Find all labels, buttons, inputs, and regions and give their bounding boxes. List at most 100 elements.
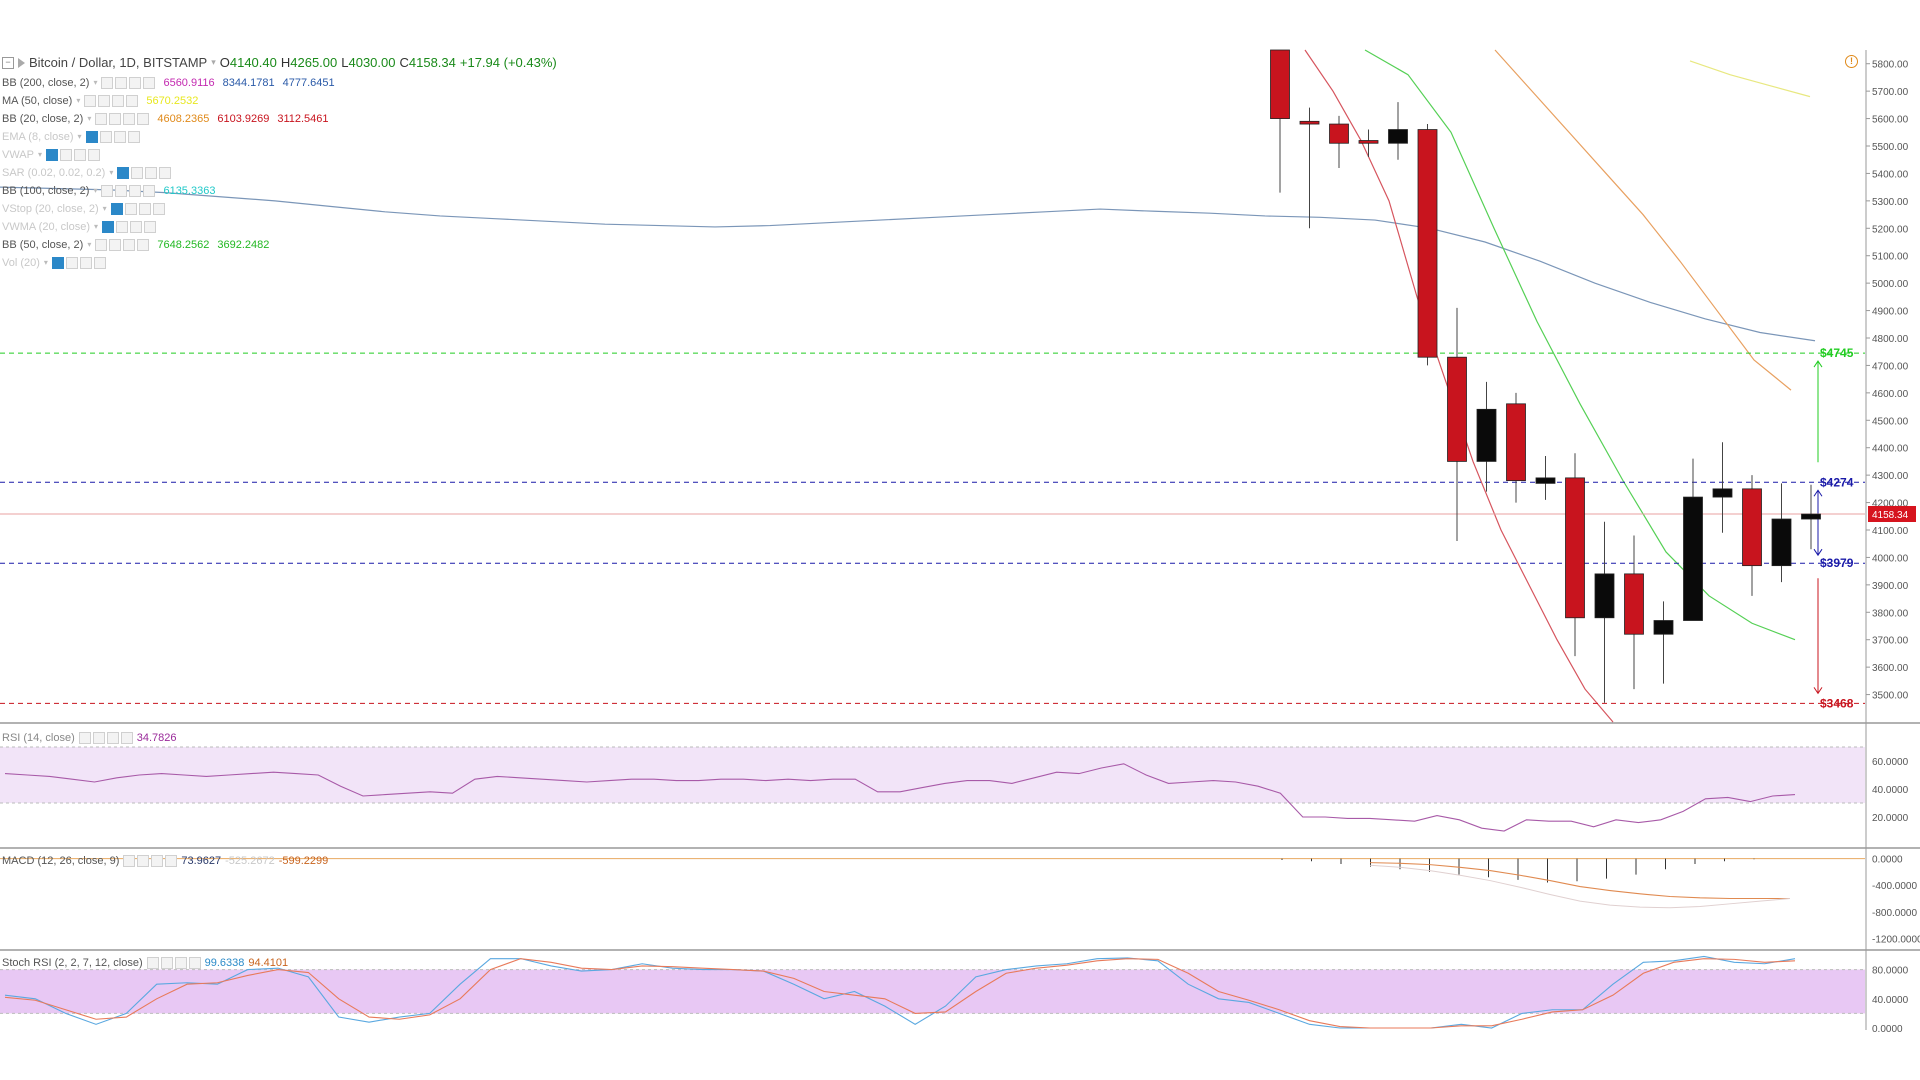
indicator-name[interactable]: BB (200, close, 2) <box>2 77 90 89</box>
indicator-row[interactable]: BB (200, close, 2) ▾ 6560.9116 8344.1781 477… <box>2 75 335 91</box>
indicator-controls[interactable] <box>95 239 150 251</box>
indicator-name[interactable]: SAR (0.02, 0.02, 0.2) <box>2 167 106 179</box>
indicator-name[interactable]: BB (20, close, 2) <box>2 113 84 125</box>
indicator-controls[interactable] <box>102 221 157 233</box>
settings-icon[interactable] <box>115 77 128 89</box>
settings-icon[interactable] <box>98 95 111 107</box>
chevron-down-icon[interactable]: ▾ <box>87 114 92 123</box>
eye-icon[interactable] <box>101 185 114 197</box>
indicator-row[interactable]: SAR (0.02, 0.02, 0.2) ▾ <box>2 165 172 181</box>
stoch-name[interactable]: Stoch RSI (2, 2, 7, 12, close) <box>2 957 143 969</box>
settings-icon[interactable] <box>109 113 122 125</box>
indicator-controls[interactable] <box>110 203 165 215</box>
eye-icon[interactable] <box>84 95 97 107</box>
settings-icon[interactable] <box>79 257 92 269</box>
settings-icon[interactable] <box>115 185 128 197</box>
close-icon[interactable] <box>88 149 101 161</box>
collapse-icon[interactable]: − <box>2 56 14 69</box>
rsi-name[interactable]: RSI (14, close) <box>2 732 75 744</box>
settings-icon[interactable] <box>116 221 129 233</box>
chevron-down-icon[interactable]: ▾ <box>211 57 216 67</box>
eye-icon[interactable] <box>110 203 123 215</box>
settings-icon[interactable] <box>129 185 142 197</box>
eye-icon[interactable] <box>51 257 64 269</box>
settings-icon[interactable] <box>130 221 143 233</box>
settings-icon[interactable] <box>131 167 144 179</box>
indicator-row[interactable]: VWMA (20, close) ▾ <box>2 219 157 235</box>
alert-icon[interactable]: ! <box>1845 55 1858 68</box>
indicator-row[interactable]: BB (50, close, 2) ▾ 7648.2562 3692.2482 <box>2 237 269 253</box>
indicator-row[interactable]: MA (50, close) ▾ 5670.2532 <box>2 93 198 109</box>
eye-icon[interactable] <box>85 131 98 143</box>
chevron-down-icon[interactable]: ▾ <box>87 240 92 249</box>
settings-icon[interactable] <box>99 131 112 143</box>
close-icon[interactable] <box>127 131 140 143</box>
settings-icon[interactable] <box>123 239 136 251</box>
chevron-down-icon[interactable]: ▾ <box>76 96 81 105</box>
flag-icon[interactable] <box>18 57 25 68</box>
indicator-controls[interactable] <box>101 77 156 89</box>
indicator-row[interactable]: BB (20, close, 2) ▾ 4608.2365 6103.9269 3112… <box>2 111 329 127</box>
eye-icon[interactable] <box>101 77 114 89</box>
indicator-name[interactable]: Vol (20) <box>2 257 40 269</box>
close-icon[interactable] <box>152 203 165 215</box>
chevron-down-icon[interactable]: ▾ <box>93 78 98 87</box>
indicator-row[interactable]: VWAP ▾ <box>2 147 101 163</box>
indicator-row[interactable]: VStop (20, close, 2) ▾ <box>2 201 165 217</box>
stoch-controls[interactable] <box>146 957 201 969</box>
eye-icon[interactable] <box>117 167 130 179</box>
chevron-down-icon[interactable]: ▾ <box>93 186 98 195</box>
chevron-down-icon[interactable]: ▾ <box>94 222 99 231</box>
close-icon[interactable] <box>137 113 150 125</box>
settings-icon[interactable] <box>60 149 73 161</box>
chevron-down-icon[interactable]: ▾ <box>38 150 43 159</box>
macd-name[interactable]: MACD (12, 26, close, 9) <box>2 855 120 867</box>
eye-icon[interactable] <box>95 239 108 251</box>
settings-icon[interactable] <box>124 203 137 215</box>
indicator-controls[interactable] <box>46 149 101 161</box>
close-icon[interactable] <box>126 95 139 107</box>
eye-icon[interactable] <box>102 221 115 233</box>
indicator-name[interactable]: MA (50, close) <box>2 95 73 107</box>
indicator-name[interactable]: EMA (8, close) <box>2 131 74 143</box>
indicator-row[interactable]: BB (100, close, 2) ▾ 6135.3363 <box>2 183 215 199</box>
eye-icon[interactable] <box>95 113 108 125</box>
settings-icon[interactable] <box>109 239 122 251</box>
settings-icon[interactable] <box>74 149 87 161</box>
indicator-controls[interactable] <box>117 167 172 179</box>
indicator-name[interactable]: VStop (20, close, 2) <box>2 203 99 215</box>
indicator-name[interactable]: BB (50, close, 2) <box>2 239 84 251</box>
indicator-row[interactable]: EMA (8, close) ▾ <box>2 129 140 145</box>
settings-icon[interactable] <box>138 203 151 215</box>
close-icon[interactable] <box>143 77 156 89</box>
eye-icon[interactable] <box>46 149 59 161</box>
indicator-controls[interactable] <box>101 185 156 197</box>
indicator-name[interactable]: VWMA (20, close) <box>2 221 91 233</box>
rsi-controls[interactable] <box>78 732 133 744</box>
close-icon[interactable] <box>137 239 150 251</box>
indicator-controls[interactable] <box>84 95 139 107</box>
settings-icon[interactable] <box>129 77 142 89</box>
settings-icon[interactable] <box>65 257 78 269</box>
indicator-row[interactable]: Vol (20) ▾ <box>2 255 106 271</box>
indicator-controls[interactable] <box>95 113 150 125</box>
settings-icon[interactable] <box>112 95 125 107</box>
settings-icon[interactable] <box>145 167 158 179</box>
close-icon[interactable] <box>144 221 157 233</box>
macd-controls[interactable] <box>123 855 178 867</box>
chevron-down-icon[interactable]: ▾ <box>102 204 107 213</box>
close-icon[interactable] <box>93 257 106 269</box>
symbol-title[interactable]: Bitcoin / Dollar, 1D, BITSTAMP <box>29 55 208 70</box>
settings-icon[interactable] <box>113 131 126 143</box>
close-icon[interactable] <box>159 167 172 179</box>
indicator-name[interactable]: VWAP <box>2 149 34 161</box>
indicator-controls[interactable] <box>85 131 140 143</box>
close-icon[interactable] <box>143 185 156 197</box>
chevron-down-icon[interactable]: ▾ <box>109 168 114 177</box>
chevron-down-icon[interactable]: ▾ <box>43 258 48 267</box>
settings-icon[interactable] <box>123 113 136 125</box>
chevron-down-icon[interactable]: ▾ <box>77 132 82 141</box>
indicator-controls[interactable] <box>51 257 106 269</box>
